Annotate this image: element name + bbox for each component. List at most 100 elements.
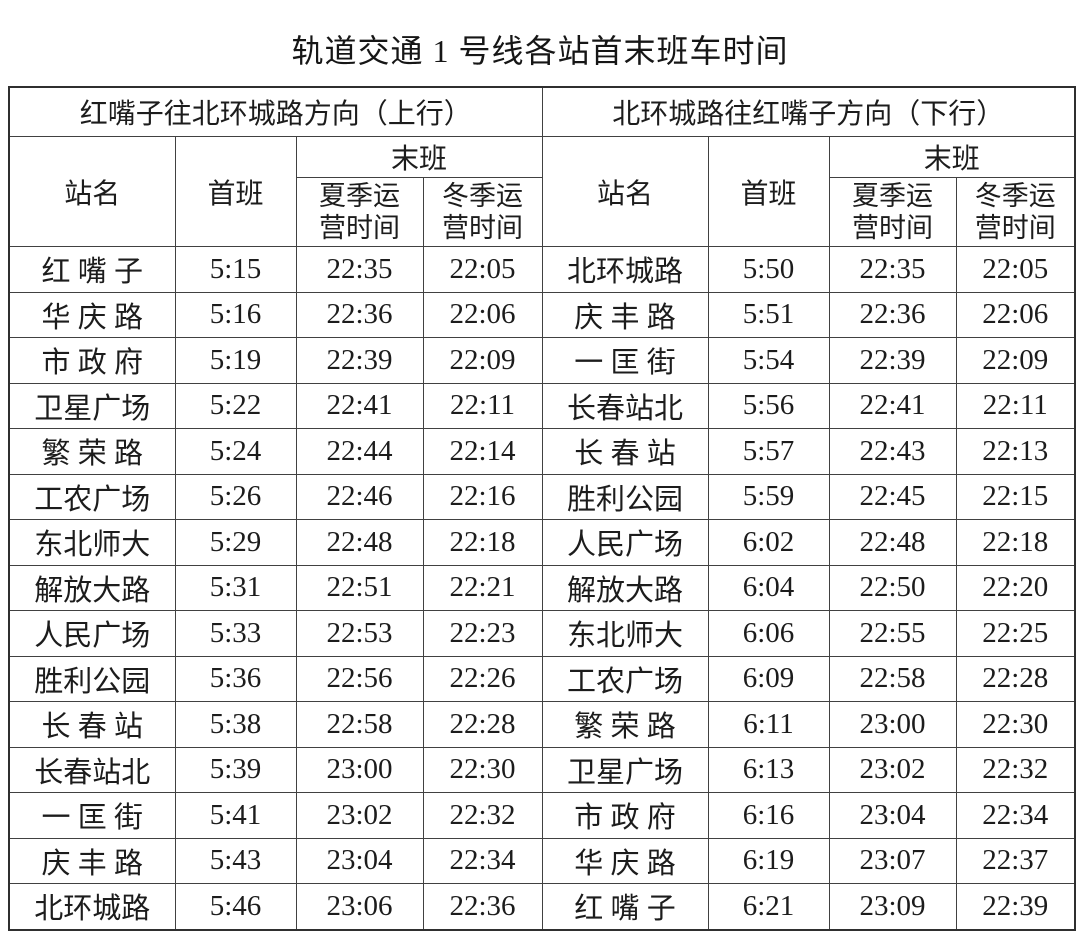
timetable-row: 红 嘴 子 5:15 22:35 22:05 北环城路 5:50 22:35 22:05	[8, 246, 1076, 293]
station-name-cell: 一 匡 街	[8, 792, 176, 839]
summer-time-cell: 22:39	[828, 337, 957, 384]
station-name-cell: 胜利公园	[541, 473, 709, 520]
summer-time-cell: 22:45	[828, 473, 957, 520]
first-time-cell: 5:50	[707, 246, 830, 293]
station-name-cell: 工农广场	[541, 655, 709, 702]
column-header-winter-down: 冬季运 营时间	[955, 177, 1076, 247]
station-name-cell: 市 政 府	[541, 792, 709, 839]
winter-time-cell: 22:28	[955, 655, 1076, 702]
winter-time-cell: 22:34	[422, 837, 543, 884]
timetable-row: 北环城路 5:46 23:06 22:36 红 嘴 子 6:21 23:09 22:39	[8, 883, 1076, 930]
winter-time-cell: 22:25	[955, 610, 1076, 657]
first-time-cell: 5:16	[174, 291, 297, 338]
first-time-cell: 6:04	[707, 564, 830, 611]
winter-time-cell: 22:30	[422, 746, 543, 793]
winter-time-cell: 22:11	[955, 382, 1076, 429]
winter-time-cell: 22:18	[422, 519, 543, 566]
winter-time-cell: 22:06	[955, 291, 1076, 338]
column-header-station-down: 站名	[541, 136, 709, 247]
winter-time-cell: 22:09	[422, 337, 543, 384]
first-time-cell: 5:41	[174, 792, 297, 839]
first-time-cell: 5:39	[174, 746, 297, 793]
column-header-station-up: 站名	[8, 136, 176, 247]
column-header-summer-down: 夏季运 营时间	[828, 177, 957, 247]
summer-time-cell: 22:36	[828, 291, 957, 338]
summer-time-cell: 23:06	[295, 883, 424, 930]
winter-time-cell: 22:14	[422, 428, 543, 475]
first-time-cell: 5:54	[707, 337, 830, 384]
winter-time-cell: 22:20	[955, 564, 1076, 611]
station-name-cell: 长 春 站	[541, 428, 709, 475]
summer-time-cell: 23:09	[828, 883, 957, 930]
column-header-winter-up: 冬季运 营时间	[422, 177, 543, 247]
first-time-cell: 5:51	[707, 291, 830, 338]
first-time-cell: 5:59	[707, 473, 830, 520]
summer-time-cell: 23:07	[828, 837, 957, 884]
timetable-row: 工农广场 5:26 22:46 22:16 胜利公园 5:59 22:45 22:15	[8, 473, 1076, 520]
timetable-row: 长 春 站 5:38 22:58 22:28 繁 荣 路 6:11 23:00 22:30	[8, 701, 1076, 748]
timetable-row: 庆 丰 路 5:43 23:04 22:34 华 庆 路 6:19 23:07 22:37	[8, 837, 1076, 884]
column-header-last-down: 末班	[828, 136, 1076, 178]
station-name-cell: 红 嘴 子	[8, 246, 176, 293]
direction-header-up: 红嘴子往北环城路方向（上行）	[8, 86, 543, 137]
summer-time-cell: 22:50	[828, 564, 957, 611]
column-header-first-up: 首班	[174, 136, 297, 247]
station-name-cell: 红 嘴 子	[541, 883, 709, 930]
station-name-cell: 胜利公园	[8, 655, 176, 702]
station-name-cell: 长春站北	[8, 746, 176, 793]
first-time-cell: 5:31	[174, 564, 297, 611]
winter-time-cell: 22:15	[955, 473, 1076, 520]
winter-time-cell: 22:09	[955, 337, 1076, 384]
first-time-cell: 5:36	[174, 655, 297, 702]
page-title: 轨道交通 1 号线各站首末班车时间	[291, 33, 789, 69]
first-time-cell: 5:38	[174, 701, 297, 748]
station-name-cell: 解放大路	[8, 564, 176, 611]
summer-time-cell: 22:39	[295, 337, 424, 384]
summer-time-cell: 22:35	[295, 246, 424, 293]
first-time-cell: 6:13	[707, 746, 830, 793]
first-time-cell: 5:26	[174, 473, 297, 520]
first-time-cell: 5:24	[174, 428, 297, 475]
station-name-cell: 人民广场	[8, 610, 176, 657]
summer-time-cell: 22:55	[828, 610, 957, 657]
first-time-cell: 6:19	[707, 837, 830, 884]
summer-time-cell: 22:58	[295, 701, 424, 748]
summer-time-cell: 22:35	[828, 246, 957, 293]
summer-time-cell: 22:43	[828, 428, 957, 475]
column-header-last-up: 末班	[295, 136, 543, 178]
timetable-row: 一 匡 街 5:41 23:02 22:32 市 政 府 6:16 23:04 22:34	[8, 792, 1076, 839]
direction-header-down: 北环城路往红嘴子方向（下行）	[541, 86, 1076, 137]
station-name-cell: 庆 丰 路	[541, 291, 709, 338]
winter-time-cell: 22:05	[955, 246, 1076, 293]
winter-time-cell: 22:32	[422, 792, 543, 839]
summer-time-cell: 22:53	[295, 610, 424, 657]
first-time-cell: 5:33	[174, 610, 297, 657]
winter-time-cell: 22:28	[422, 701, 543, 748]
station-name-cell: 卫星广场	[8, 382, 176, 429]
winter-time-cell: 22:06	[422, 291, 543, 338]
timetable-body: 红 嘴 子 5:15 22:35 22:05 北环城路 5:50 22:35 22:05 华 庆…	[8, 246, 1076, 930]
station-name-cell: 东北师大	[541, 610, 709, 657]
first-time-cell: 6:16	[707, 792, 830, 839]
summer-time-cell: 22:51	[295, 564, 424, 611]
summer-time-cell: 22:44	[295, 428, 424, 475]
timetable: 红嘴子往北环城路方向（上行） 北环城路往红嘴子方向（下行） 站名 首班 末班 站…	[8, 86, 1077, 931]
summer-time-cell: 23:00	[295, 746, 424, 793]
summer-time-cell: 22:41	[828, 382, 957, 429]
column-header-first-down: 首班	[707, 136, 830, 247]
first-time-cell: 5:19	[174, 337, 297, 384]
summer-time-cell: 23:00	[828, 701, 957, 748]
winter-time-cell: 22:23	[422, 610, 543, 657]
station-name-cell: 北环城路	[541, 246, 709, 293]
timetable-row: 市 政 府 5:19 22:39 22:09 一 匡 街 5:54 22:39 22:09	[8, 337, 1076, 384]
winter-time-cell: 22:39	[955, 883, 1076, 930]
first-time-cell: 6:21	[707, 883, 830, 930]
first-time-cell: 6:09	[707, 655, 830, 702]
summer-time-cell: 23:02	[828, 746, 957, 793]
station-name-cell: 庆 丰 路	[8, 837, 176, 884]
summer-time-cell: 22:58	[828, 655, 957, 702]
first-time-cell: 6:02	[707, 519, 830, 566]
first-time-cell: 5:43	[174, 837, 297, 884]
first-time-cell: 5:57	[707, 428, 830, 475]
